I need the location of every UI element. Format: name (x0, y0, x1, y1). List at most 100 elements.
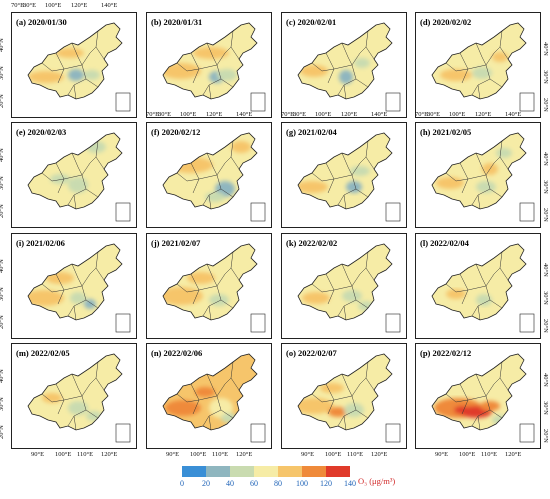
longitude-tick-label: 100°E (190, 451, 207, 458)
longitude-tick-label: 90°E (435, 451, 449, 458)
panel-label: (p) 2022/02/12 (420, 348, 472, 358)
map-panel: (b) 2020/01/31 (146, 12, 272, 118)
longitude-tick-label: 120°E (236, 451, 253, 458)
panel-label: (k) 2022/02/02 (286, 238, 338, 248)
longitude-tick-label: 70°E (11, 2, 25, 9)
map-panel: (d) 2020/02/02 (415, 12, 541, 118)
china-ozone-map (431, 132, 535, 222)
colorbar-tick-label: 120 (320, 479, 332, 488)
panel-label: (m) 2022/02/05 (16, 348, 70, 358)
latitude-tick-label: 30°N (0, 287, 5, 301)
longitude-tick-label: 140°E (101, 2, 118, 9)
longitude-tick-label: 120°E (341, 111, 358, 118)
longitude-tick-label: 70°E (415, 111, 429, 118)
china-ozone-map (431, 353, 535, 443)
longitude-tick-label: 80°E (293, 111, 307, 118)
latitude-tick-label: 30°N (542, 291, 549, 305)
latitude-tick-label: 30°N (0, 66, 5, 80)
map-panel: (g) 2021/02/04 (281, 122, 407, 228)
longitude-tick-label: 140°E (505, 111, 522, 118)
colorbar-segment (302, 466, 326, 477)
longitude-tick-label: 80°E (158, 111, 172, 118)
colorbar-tick-label: 80 (274, 479, 282, 488)
longitude-tick-label: 110°E (77, 451, 94, 458)
china-ozone-map (162, 132, 266, 222)
latitude-tick-label: 40°N (542, 373, 549, 387)
longitude-tick-label: 70°E (281, 111, 295, 118)
latitude-tick-label: 20°N (0, 315, 5, 329)
panel-label: (o) 2022/02/07 (286, 348, 337, 358)
map-panel: (a) 2020/01/30 (11, 12, 137, 118)
latitude-tick-label: 40°N (0, 259, 5, 273)
panel-label: (c) 2020/02/01 (286, 17, 337, 27)
china-ozone-map (297, 243, 401, 333)
panel-label: (i) 2021/02/06 (16, 238, 65, 248)
panel-label: (a) 2020/01/30 (16, 17, 67, 27)
map-panel: (k) 2022/02/02 (281, 233, 407, 339)
longitude-tick-label: 80°E (23, 2, 37, 9)
latitude-tick-label: 40°N (0, 38, 5, 52)
map-panel: (i) 2021/02/06 (11, 233, 137, 339)
latitude-tick-label: 40°N (0, 369, 5, 383)
map-panel: (j) 2021/02/07 (146, 233, 272, 339)
latitude-tick-label: 40°N (542, 42, 549, 56)
china-ozone-map (162, 353, 266, 443)
latitude-tick-label: 20°N (0, 204, 5, 218)
longitude-tick-label: 100°E (180, 111, 197, 118)
map-panel: (l) 2022/02/04 (415, 233, 541, 339)
latitude-tick-label: 30°N (542, 401, 549, 415)
colorbar-segment (326, 466, 350, 477)
longitude-tick-label: 120°E (71, 2, 88, 9)
china-ozone-map (27, 353, 131, 443)
longitude-tick-label: 110°E (212, 451, 229, 458)
map-panel: (f) 2020/02/12 (146, 122, 272, 228)
colorbar-tick-label: 100 (296, 479, 308, 488)
panel-label: (j) 2021/02/07 (151, 238, 201, 248)
panel-label: (f) 2020/02/12 (151, 127, 201, 137)
colorbar-tick-label: 60 (250, 479, 258, 488)
longitude-tick-label: 140°E (371, 111, 388, 118)
latitude-tick-label: 40°N (542, 263, 549, 277)
longitude-tick-label: 120°E (371, 451, 388, 458)
panel-label: (n) 2022/02/06 (151, 348, 203, 358)
map-panel: (o) 2022/02/07 (281, 343, 407, 449)
longitude-tick-label: 100°E (315, 111, 332, 118)
china-ozone-map (431, 22, 535, 112)
longitude-tick-label: 120°E (206, 111, 223, 118)
longitude-tick-label: 100°E (325, 451, 342, 458)
latitude-tick-label: 40°N (542, 152, 549, 166)
china-ozone-map (27, 243, 131, 333)
latitude-tick-label: 40°N (0, 148, 5, 162)
colorbar-tick-label: 40 (226, 479, 234, 488)
china-ozone-map (27, 22, 131, 112)
colorbar-tick-label: 140 (344, 479, 356, 488)
china-ozone-map (162, 22, 266, 112)
colorbar-segment (278, 466, 302, 477)
map-panel: (c) 2020/02/01 (281, 12, 407, 118)
colorbar-unit-label: O₃ (μg/m³) (358, 476, 396, 486)
longitude-tick-label: 120°E (505, 451, 522, 458)
longitude-tick-label: 100°E (45, 2, 62, 9)
longitude-tick-label: 100°E (459, 451, 476, 458)
colorbar-segment (206, 466, 230, 477)
map-panel: (n) 2022/02/06 (146, 343, 272, 449)
longitude-tick-label: 110°E (347, 451, 364, 458)
longitude-tick-label: 120°E (101, 451, 118, 458)
latitude-tick-label: 20°N (542, 98, 549, 112)
china-ozone-map (297, 22, 401, 112)
colorbar-segment (230, 466, 254, 477)
colorbar-segment (182, 466, 206, 477)
latitude-tick-label: 30°N (0, 176, 5, 190)
map-panel: (m) 2022/02/05 (11, 343, 137, 449)
map-panel: (e) 2020/02/03 (11, 122, 137, 228)
latitude-tick-label: 20°N (542, 208, 549, 222)
panel-label: (b) 2020/01/31 (151, 17, 203, 27)
longitude-tick-label: 90°E (301, 451, 315, 458)
latitude-tick-label: 20°N (0, 425, 5, 439)
china-ozone-map (431, 243, 535, 333)
longitude-tick-label: 70°E (146, 111, 160, 118)
colorbar-segment (254, 466, 278, 477)
china-ozone-map (297, 353, 401, 443)
colorbar-tick-label: 20 (202, 479, 210, 488)
